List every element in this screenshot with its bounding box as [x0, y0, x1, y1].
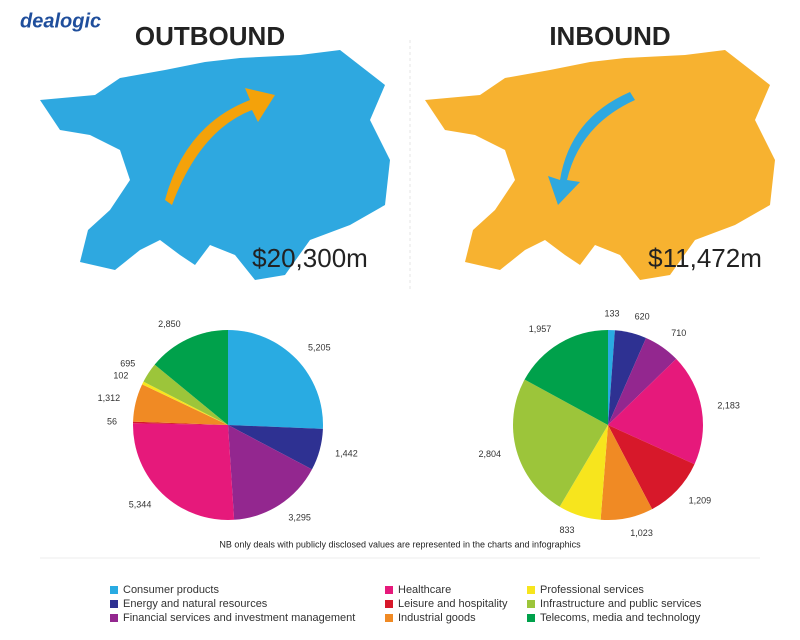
legend-swatch: [385, 600, 393, 608]
chart-title: INBOUND: [549, 21, 670, 51]
legend-label: Industrial goods: [398, 612, 476, 624]
pie-slice: [228, 425, 323, 470]
pie-slice: [600, 425, 653, 520]
pie-slice: [133, 384, 228, 425]
pie-slice: [559, 425, 608, 520]
value-label: 2,183: [717, 400, 740, 410]
pie-slice: [608, 425, 695, 510]
value-label: 1,957: [529, 324, 552, 334]
legend-label: Telecoms, media and technology: [540, 612, 701, 624]
pie-slice: [608, 337, 677, 425]
value-label: 5,205: [308, 342, 331, 352]
pie-slice: [524, 330, 608, 425]
legend-swatch: [110, 586, 118, 594]
pie-slice: [513, 379, 608, 507]
pie-slice: [228, 425, 312, 520]
value-label: 620: [635, 312, 650, 322]
value-label: 1,023: [630, 528, 653, 538]
outbound-map: [40, 50, 390, 280]
legend-swatch: [110, 600, 118, 608]
value-label: 133: [605, 308, 620, 318]
legend-label: Professional services: [540, 584, 644, 596]
value-label: 2,850: [158, 319, 181, 329]
value-label: 1,312: [98, 393, 121, 403]
value-label: 3,295: [288, 513, 311, 523]
legend-label: Consumer products: [123, 584, 219, 596]
legend-label: Leisure and hospitality: [398, 598, 508, 610]
inbound-arrow: [548, 92, 635, 205]
legend-label: Financial services and investment manage…: [123, 612, 355, 624]
logo: dealogic: [20, 10, 101, 32]
pie-slice: [143, 364, 228, 425]
value-label: 2,804: [478, 449, 501, 459]
legend-swatch: [385, 586, 393, 594]
value-label: 695: [120, 358, 135, 368]
total-value: $20,300m: [252, 243, 368, 273]
pie-slice: [608, 330, 615, 425]
inbound-map: [425, 50, 775, 280]
value-label: 102: [113, 370, 128, 380]
pie-slice: [228, 330, 323, 429]
total-value: $11,472m: [648, 243, 762, 273]
legend-label: Energy and natural resources: [123, 598, 268, 610]
value-label: 1,209: [689, 496, 712, 506]
legend-label: Infrastructure and public services: [540, 598, 702, 610]
outbound-arrow: [165, 88, 275, 205]
pie-slice: [608, 330, 647, 425]
pie-slice: [608, 358, 703, 465]
chart-title: OUTBOUND: [135, 21, 285, 51]
value-label: 5,344: [129, 500, 152, 510]
pie-slice: [154, 330, 228, 425]
value-label: 56: [107, 416, 117, 426]
legend-swatch: [527, 586, 535, 594]
pie-slice: [133, 421, 228, 425]
value-label: 1,442: [335, 448, 358, 458]
legend-label: Healthcare: [398, 584, 451, 596]
pie-slice: [142, 381, 228, 425]
value-label: 833: [560, 525, 575, 535]
legend-swatch: [527, 614, 535, 622]
legend-swatch: [385, 614, 393, 622]
pie-slice: [133, 423, 235, 520]
legend-swatch: [110, 614, 118, 622]
value-label: 710: [671, 328, 686, 338]
note: NB only deals with publicly disclosed va…: [219, 539, 581, 549]
legend-swatch: [527, 600, 535, 608]
